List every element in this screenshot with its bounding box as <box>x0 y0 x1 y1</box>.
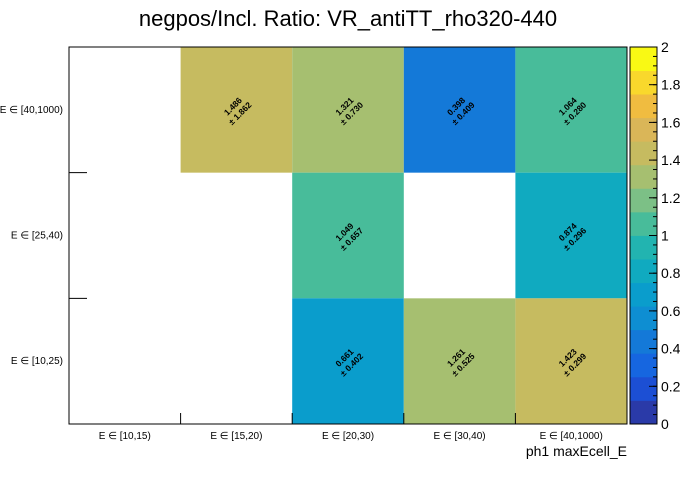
colorbar-tick-label: 0 <box>661 416 669 432</box>
colorbar-tick-label: 1 <box>661 228 669 244</box>
colorbar-swatch <box>630 141 657 166</box>
y-tick-label: E ∈ [40,1000) <box>0 105 63 116</box>
frame-layer <box>68 46 628 425</box>
heatmap-cell <box>403 47 516 173</box>
plot-frame <box>68 46 628 425</box>
colorbar-swatch <box>630 259 657 284</box>
colorbar-swatch <box>630 306 657 331</box>
colorbar-tick-label: 0.2 <box>661 378 681 394</box>
colorbar-swatch <box>630 188 657 213</box>
colorbar-swatch <box>630 329 657 354</box>
colorbar-tick-label: 2 <box>661 39 669 55</box>
heatmap-cell <box>515 298 627 424</box>
colorbar-tick-label: 1.8 <box>661 77 681 93</box>
y-tick-label: E ∈ [25,40) <box>11 231 63 242</box>
colorbar-swatch <box>630 282 657 307</box>
colorbar-swatch <box>630 235 657 260</box>
colorbar-swatch <box>630 70 657 95</box>
x-tick-label: E ∈ [15,20) <box>210 431 262 442</box>
cells-layer <box>180 47 627 424</box>
heatmap-cell <box>292 298 404 424</box>
colorbar-tick-label: 0.6 <box>661 303 681 319</box>
colorbar-swatch <box>630 211 657 236</box>
colorbar-tick-label: 0.8 <box>661 265 681 281</box>
heatmap-cell <box>515 172 627 299</box>
x-axis-title: ph1 maxEcell_E <box>526 443 627 459</box>
heatmap-cell <box>403 298 516 424</box>
colorbar-swatch <box>630 400 657 425</box>
colorbar: 0 0.2 0.4 0.6 0.8 1 1.2 1.4 1.6 1.8 2 <box>629 39 681 432</box>
colorbar-tick-label: 0.4 <box>661 341 681 357</box>
heatmap-cell <box>515 47 627 173</box>
x-tick-label: E ∈ [20,30) <box>322 431 374 442</box>
colorbar-swatch <box>630 376 657 401</box>
colorbar-tick-label: 1.4 <box>661 152 681 168</box>
x-tick-label: E ∈ [30,40) <box>434 431 486 442</box>
colorbar-swatch <box>630 353 657 378</box>
colorbar-swatch <box>630 47 657 71</box>
colorbar-swatch <box>630 94 657 119</box>
heatmap-cell <box>292 172 404 299</box>
x-tick-label: E ∈ [10,15) <box>99 431 151 442</box>
heatmap-cell <box>180 47 293 173</box>
x-tick-label: E ∈ [40,1000) <box>540 431 603 442</box>
heatmap-cell <box>292 47 404 173</box>
colorbar-swatch <box>630 117 657 142</box>
colorbar-tick-label: 1.6 <box>661 114 681 130</box>
colorbar-tick-label: 1.2 <box>661 190 681 206</box>
y-tick-label: E ∈ [10,25) <box>11 356 63 367</box>
colorbar-swatch <box>630 164 657 189</box>
chart-title: negpos/Incl. Ratio: VR_antiTT_rho320-440 <box>139 6 557 31</box>
